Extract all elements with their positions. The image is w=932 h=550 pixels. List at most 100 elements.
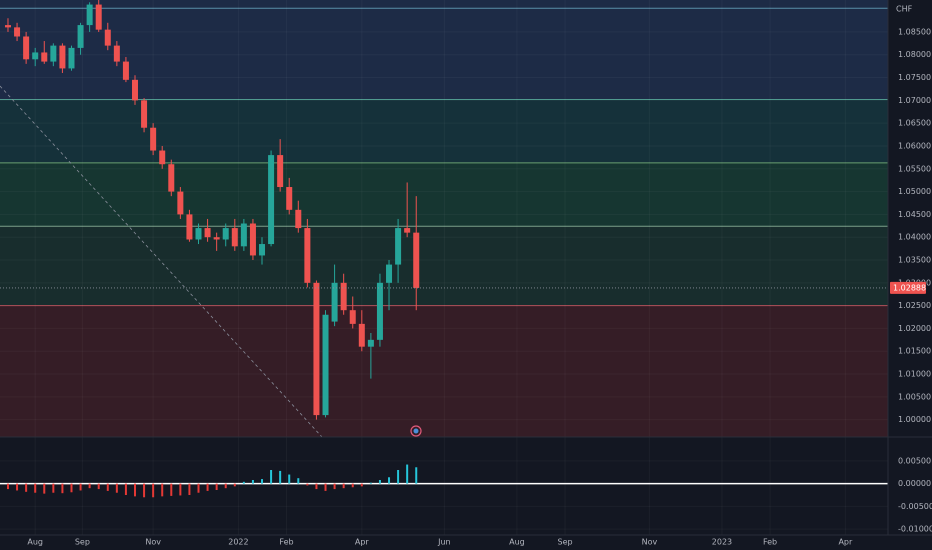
indicator-bar [179,483,182,496]
candle-body [159,150,166,165]
candle-body [349,310,356,324]
y-tick-label: 1.01500 [898,347,931,356]
y-tick-label: 1.01000 [898,370,931,379]
indicator-bar [52,483,55,493]
candle-body [395,228,402,265]
candle-body [204,228,211,238]
candle-body [23,36,30,60]
indicator-bar [97,483,100,490]
indicator-bar [397,470,400,484]
indicator-bar [270,470,273,484]
price-band [0,305,888,437]
indicator-bar [233,483,236,487]
candle-body [4,25,11,28]
last-price-label: 1.02888 [893,283,926,292]
candle-body [404,228,411,233]
x-tick-label: Apr [355,538,370,547]
x-tick-label: Sep [557,538,572,547]
indicator-bar [242,481,245,484]
indicator-bar [261,479,264,484]
marks [0,0,888,498]
candle-body [358,323,365,347]
candle-body [186,214,193,240]
y-tick-label: 1.08000 [898,50,931,59]
candle-body [113,45,120,62]
indicator-bar [79,483,82,491]
candle-body [104,29,111,46]
x-tick-label: Nov [642,538,658,547]
candle-body [41,52,48,62]
indicator-bar [206,483,209,491]
candle-body [240,223,247,247]
y-tick-label: 1.08500 [898,27,931,36]
indicator-bar [406,464,409,484]
candle-body [340,282,347,311]
indicator-bar [152,483,155,498]
candle-body [213,237,220,240]
candle-body [376,282,383,340]
indicator-bar [279,470,282,484]
last-price-tag [890,281,926,294]
y-tick-label: 1.00500 [898,392,931,401]
indicator-bar [70,483,73,493]
candle-body [86,4,93,26]
event-marker[interactable] [410,425,422,437]
price-band [0,226,888,306]
candle-body [386,264,393,283]
indicator-bar [161,483,164,497]
y-tick-label: 1.05000 [898,187,931,196]
indicator-bar [315,483,318,490]
y-tick-label: 1.05500 [898,164,931,173]
indicator-bar [106,483,109,491]
trend-line [0,85,323,438]
y-tick-label: 1.04500 [898,210,931,219]
indicator-bar [170,483,173,496]
x-tick-label: 2022 [228,538,248,547]
candle-body [286,187,293,210]
candle-body [231,228,238,247]
indicator-bar [288,474,291,484]
indicator-bar [61,483,64,494]
candle-body [222,228,229,240]
x-tick-label: Aug [509,538,525,547]
y-tick-label: 1.04000 [898,233,931,242]
indicator-bar [297,478,300,484]
candle-body [50,45,57,62]
x-tick-label: 2023 [712,538,732,547]
candle-body [259,244,266,256]
indicator-bar [25,483,28,492]
indicator-bar [306,483,309,486]
indicator-bar [360,483,363,487]
candle-body [150,127,157,151]
indicator-bar [197,483,200,493]
candle-body [68,47,75,69]
currency-label: CHF [896,5,913,14]
y-tick-label: 1.00000 [898,415,931,424]
indicator-bar [215,483,218,490]
price-band [0,162,888,227]
candle-body [95,4,102,30]
candle-body [77,25,84,48]
candle-body [331,282,338,322]
indicator-bar [43,483,46,494]
candle-body [322,314,329,416]
y-tick-label: 1.07500 [898,73,931,82]
x-tick-label: Apr [838,538,853,547]
candle-body [122,61,129,80]
y-tick-label: 1.06500 [898,119,931,128]
candle-body [313,282,320,416]
candle-body [14,27,21,37]
candle-body [177,191,184,215]
y2-tick-label: -0.00500 [898,502,932,511]
x-tick-label: Sep [75,538,90,547]
indicator-bar [351,483,354,488]
candle-body [32,52,39,60]
candle-body [268,155,275,245]
y-tick-label: 1.02500 [898,301,931,310]
indicator-bar [88,483,91,489]
indicator-bar [143,483,146,498]
indicator-bar [415,467,418,484]
price-band [0,8,888,100]
candle-body [141,100,148,128]
x-tick-label: Jun [437,538,451,547]
